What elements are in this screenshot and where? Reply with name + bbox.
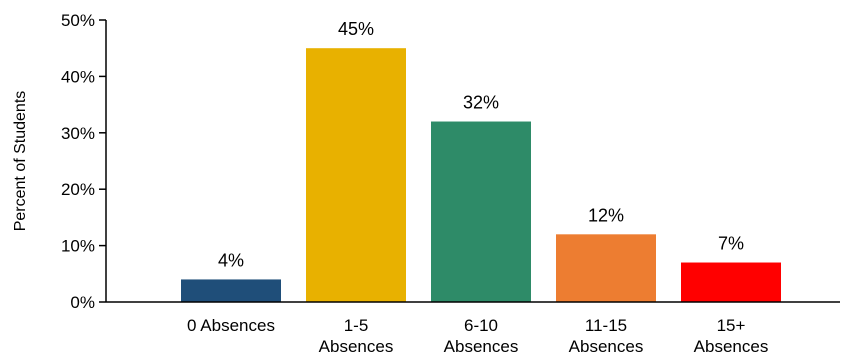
x-tick-label-line: 6-10 (464, 316, 498, 335)
y-tick-label: 50% (61, 11, 95, 30)
x-tick-label: 11-15 Absences (569, 316, 644, 355)
y-tick-label: 30% (61, 124, 95, 143)
bar (556, 234, 656, 302)
y-tick-label: 20% (61, 180, 95, 199)
x-tick-label-line: Absences (444, 337, 519, 355)
data-label: 32% (463, 93, 499, 113)
y-axis-ticks: 0% 10% 20% 30% 40% 50% (61, 11, 106, 312)
x-tick-label-line: Absences (319, 337, 394, 355)
x-tick-label: 15+ Absences (694, 316, 769, 355)
x-tick-label-line: Absences (694, 337, 769, 355)
y-axis-title: Percent of Students (12, 91, 29, 232)
bar (431, 121, 531, 303)
y-tick-label: 0% (70, 293, 95, 312)
x-tick-label: 1-5 Absences (319, 316, 394, 355)
x-tick-label-line: 11-15 (585, 316, 627, 335)
bar (681, 262, 781, 302)
x-tick-label-line: 15+ (717, 316, 746, 335)
x-tick-label: 6-10 Absences (444, 316, 519, 355)
x-axis-ticks: 0 Absences 1-5 Absences 6-10 Absences 11-15 Ab… (187, 316, 768, 355)
data-labels: 4% 45% 32% 12% 7% (218, 19, 744, 270)
data-label: 4% (218, 250, 244, 270)
x-tick-label-line: 1-5 (344, 316, 369, 335)
x-tick-label: 0 Absences (187, 316, 275, 335)
y-tick-label: 40% (61, 67, 95, 86)
bar (181, 279, 281, 302)
data-label: 45% (338, 19, 374, 39)
y-tick-label: 10% (61, 237, 95, 256)
bars (181, 48, 781, 303)
x-tick-label-line: Absences (569, 337, 644, 355)
x-tick-label-line: 0 Absences (187, 316, 275, 335)
data-label: 7% (718, 234, 744, 254)
data-label: 12% (588, 205, 624, 225)
bar (306, 48, 406, 303)
